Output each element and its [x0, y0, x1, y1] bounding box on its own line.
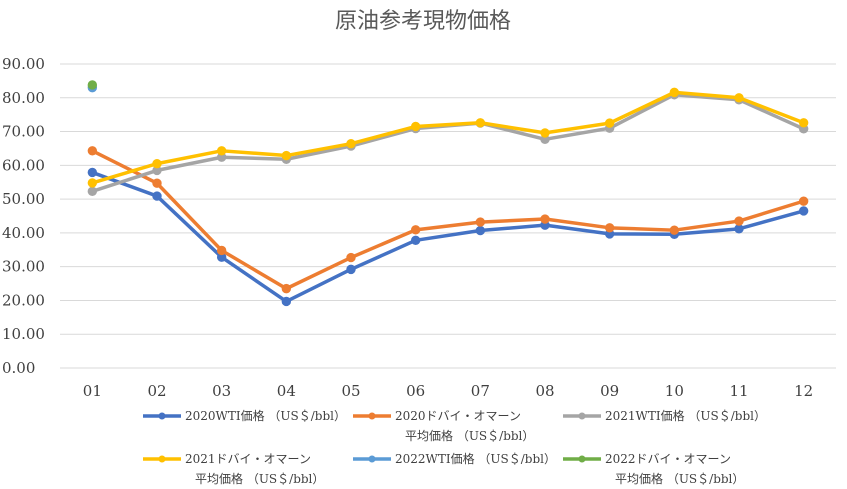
series-3 — [87, 90, 809, 197]
data-point — [87, 178, 98, 188]
data-point — [734, 93, 744, 103]
series-6 — [87, 80, 98, 90]
legend-label: 2020WTI価格 （US＄/bbl） — [185, 408, 346, 423]
data-point — [540, 214, 550, 224]
x-tick-label: 02 — [147, 382, 166, 400]
data-point — [798, 206, 809, 216]
data-point — [540, 128, 550, 138]
y-tick-label: 0.00 — [2, 359, 35, 377]
chart-title: 原油参考現物価格 — [335, 9, 511, 34]
data-point — [346, 252, 356, 263]
series-1 — [87, 167, 809, 307]
legend: 2020WTI価格 （US＄/bbl） 2020ドバイ・オマーン平均価格 （US＄… — [143, 408, 766, 486]
x-tick-label: 07 — [471, 382, 490, 400]
y-tick-label: 40.00 — [2, 224, 45, 242]
legend-item: 2022WTI価格 （US＄/bbl） — [353, 451, 556, 466]
data-point — [410, 225, 421, 235]
data-point — [87, 186, 98, 197]
y-tick-label: 80.00 — [2, 89, 45, 107]
y-tick-label: 60.00 — [2, 156, 45, 174]
data-point — [734, 216, 744, 226]
data-point — [216, 245, 227, 256]
y-axis-ticks: 0.00 10.00 20.00 30.00 40.00 50.00 60.00 70.00 8… — [2, 55, 45, 377]
data-point — [152, 191, 162, 201]
x-tick-label: 06 — [406, 382, 425, 400]
x-tick-label: 12 — [794, 382, 813, 400]
legend-swatch-marker — [578, 455, 586, 463]
legend-swatch-marker — [368, 455, 376, 463]
data-point — [734, 224, 744, 234]
legend-swatch-marker — [368, 412, 376, 420]
data-point — [87, 146, 98, 156]
data-point — [669, 225, 680, 235]
series-line — [90, 90, 806, 185]
data-point — [281, 150, 292, 161]
data-point — [798, 118, 809, 128]
data-point — [475, 225, 486, 236]
data-point — [346, 139, 356, 149]
data-point — [410, 121, 421, 132]
data-point — [669, 87, 680, 98]
data-point — [346, 264, 356, 275]
x-tick-label: 03 — [212, 382, 231, 400]
data-point — [87, 80, 98, 90]
x-tick-label: 01 — [83, 382, 102, 400]
x-tick-label: 11 — [729, 382, 748, 400]
data-point — [475, 118, 486, 128]
data-point — [410, 235, 421, 246]
legend-item: 2020ドバイ・オマーン平均価格 （US＄/bbl） — [353, 409, 534, 443]
legend-swatch-marker — [158, 412, 166, 420]
legend-swatch-marker — [578, 412, 586, 420]
data-point — [604, 223, 615, 233]
legend-item: 2020WTI価格 （US＄/bbl） — [143, 408, 346, 423]
data-point — [216, 146, 227, 156]
x-tick-label: 10 — [665, 382, 684, 400]
data-point — [87, 167, 98, 178]
y-tick-label: 30.00 — [2, 258, 45, 276]
series-2 — [87, 146, 809, 294]
series-line — [90, 92, 806, 194]
data-point — [604, 118, 615, 128]
data-point — [281, 296, 292, 307]
data-point — [798, 196, 809, 206]
legend-label: 2021ドバイ・オマーン平均価格 （US＄/bbl） — [185, 452, 324, 486]
data-point — [152, 178, 162, 188]
x-tick-label: 04 — [277, 382, 296, 400]
series-lines — [87, 80, 809, 307]
data-point — [152, 158, 162, 169]
series-line — [90, 149, 806, 291]
legend-label: 2020ドバイ・オマーン平均価格 （US＄/bbl） — [395, 409, 534, 443]
legend-label: 2021WTI価格 （US＄/bbl） — [605, 408, 766, 423]
y-tick-label: 70.00 — [2, 123, 45, 141]
data-point — [281, 283, 292, 294]
series-4 — [87, 87, 809, 188]
series-line — [90, 170, 806, 304]
x-tick-label: 08 — [535, 382, 554, 400]
y-tick-label: 50.00 — [2, 190, 45, 208]
y-tick-label: 10.00 — [2, 325, 45, 343]
legend-swatch-marker — [158, 455, 166, 463]
data-point — [475, 217, 486, 227]
x-axis-ticks: 01 02 03 04 05 06 07 08 09 10 11 12 — [83, 382, 813, 400]
x-tick-label: 09 — [600, 382, 619, 400]
y-tick-label: 20.00 — [2, 291, 45, 309]
x-tick-label: 05 — [341, 382, 360, 400]
legend-label: 2022ドバイ・オマーン平均価格 （US＄/bbl） — [605, 452, 744, 486]
y-tick-label: 90.00 — [2, 55, 45, 73]
legend-item: 2021WTI価格 （US＄/bbl） — [563, 408, 766, 423]
legend-label: 2022WTI価格 （US＄/bbl） — [395, 451, 556, 466]
legend-item: 2021ドバイ・オマーン平均価格 （US＄/bbl） — [143, 452, 324, 486]
legend-item: 2022ドバイ・オマーン平均価格 （US＄/bbl） — [563, 452, 744, 486]
